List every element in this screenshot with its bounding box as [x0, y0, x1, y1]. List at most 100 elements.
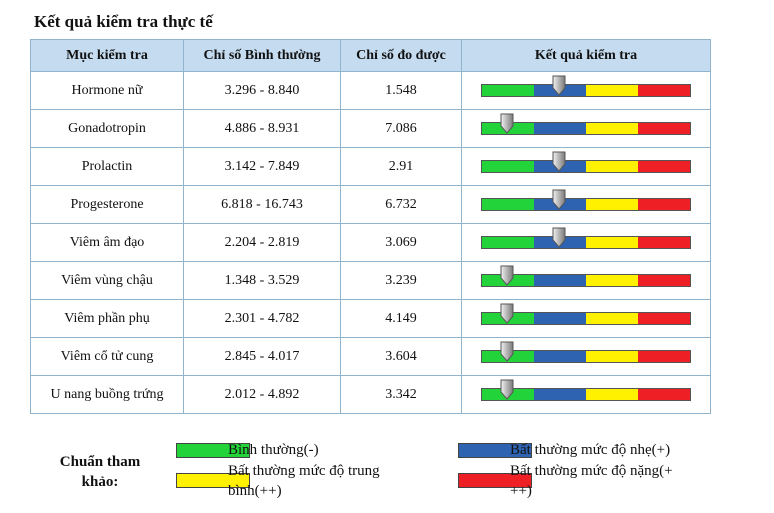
- legend-title: Chuẩn tham khảo:: [59, 454, 141, 490]
- pointer-marker-icon: [552, 189, 566, 210]
- scale-segment-yellow: [586, 388, 638, 400]
- result-scale-bar: [481, 303, 691, 326]
- legend-swatch-blue: [458, 443, 532, 458]
- result-scale-bar: [481, 113, 691, 136]
- header-normal-range: Chỉ số Bình thường: [183, 39, 341, 72]
- measured-value: 7.086: [340, 109, 462, 148]
- table-row: Viêm phần phụ 2.301 - 4.782 4.149: [30, 299, 711, 338]
- test-item-name: Viêm âm đạo: [30, 223, 184, 262]
- table-row: Progesterone 6.818 - 16.743 6.732: [30, 185, 711, 224]
- header-measured-value: Chỉ số đo được: [340, 39, 462, 72]
- scale-segment-green: [482, 198, 534, 210]
- result-scale-bar: [481, 151, 691, 174]
- legend-label-moderate: Bất thường mức độ trung bình(++): [228, 463, 380, 499]
- scale-segment-yellow: [586, 160, 638, 172]
- test-item-name: Gonadotropin: [30, 109, 184, 148]
- measured-value: 3.342: [340, 375, 462, 414]
- result-indicator-cell: [461, 71, 711, 110]
- result-indicator-cell: [461, 185, 711, 224]
- pointer-marker-icon: [552, 151, 566, 172]
- scale-segment-blue: [534, 388, 586, 400]
- normal-range: 6.818 - 16.743: [183, 185, 341, 224]
- result-scale-bar: [481, 379, 691, 402]
- scale-segment-green: [482, 236, 534, 248]
- measured-value: 1.548: [340, 71, 462, 110]
- pointer-marker-icon: [500, 379, 514, 400]
- scale-segment-yellow: [586, 350, 638, 362]
- result-scale-bar: [481, 75, 691, 98]
- pointer-marker-icon: [552, 75, 566, 96]
- legend: Chuẩn tham khảo: Bình thường(-) Bất thườ…: [0, 440, 774, 510]
- legend-label-mild: Bất thường mức độ nhẹ(+): [510, 442, 671, 458]
- table-row: Viêm âm đạo 2.204 - 2.819 3.069: [30, 223, 711, 262]
- result-indicator-cell: [461, 299, 711, 338]
- test-item-name: Viêm vùng chậu: [30, 261, 184, 300]
- result-scale-bar: [481, 227, 691, 250]
- pointer-marker-icon: [500, 303, 514, 324]
- header-test-item: Mục kiểm tra: [30, 39, 184, 72]
- result-scale-bar: [481, 189, 691, 212]
- normal-range: 3.142 - 7.849: [183, 147, 341, 186]
- measured-value: 2.91: [340, 147, 462, 186]
- result-indicator-cell: [461, 337, 711, 376]
- measured-value: 3.604: [340, 337, 462, 376]
- measured-value: 6.732: [340, 185, 462, 224]
- scale-segment-blue: [534, 350, 586, 362]
- scale-segment-red: [638, 388, 690, 400]
- scale-segment-yellow: [586, 84, 638, 96]
- scale-segment-red: [638, 122, 690, 134]
- scale-segment-red: [638, 274, 690, 286]
- table-row: Viêm cổ tử cung 2.845 - 4.017 3.604: [30, 337, 711, 376]
- scale-segment-yellow: [586, 198, 638, 210]
- scale-segment-blue: [534, 122, 586, 134]
- pointer-marker-icon: [552, 227, 566, 248]
- scale-segment-red: [638, 312, 690, 324]
- scale-segment-red: [638, 160, 690, 172]
- normal-range: 2.301 - 4.782: [183, 299, 341, 338]
- legend-swatch-green: [176, 443, 250, 458]
- test-item-name: Hormone nữ: [30, 71, 184, 110]
- scale-segment-red: [638, 350, 690, 362]
- normal-range: 1.348 - 3.529: [183, 261, 341, 300]
- scale-segment-yellow: [586, 236, 638, 248]
- scale-segment-yellow: [586, 122, 638, 134]
- legend-label-severe: Bất thường mức độ nặng(+ ++): [510, 463, 673, 499]
- pointer-marker-icon: [500, 113, 514, 134]
- normal-range: 4.886 - 8.931: [183, 109, 341, 148]
- result-indicator-cell: [461, 261, 711, 300]
- legend-swatch-red: [458, 473, 532, 488]
- table-row: Hormone nữ 3.296 - 8.840 1.548: [30, 71, 711, 110]
- test-item-name: Prolactin: [30, 147, 184, 186]
- page-title: Kết quả kiểm tra thực tế: [34, 12, 213, 31]
- pointer-marker-icon: [500, 341, 514, 362]
- pointer-marker-icon: [500, 265, 514, 286]
- legend-swatch-yellow: [176, 473, 250, 488]
- test-item-name: Viêm phần phụ: [30, 299, 184, 338]
- result-scale-bar: [481, 341, 691, 364]
- result-indicator-cell: [461, 223, 711, 262]
- normal-range: 2.845 - 4.017: [183, 337, 341, 376]
- measured-value: 3.069: [340, 223, 462, 262]
- test-item-name: Progesterone: [30, 185, 184, 224]
- normal-range: 2.012 - 4.892: [183, 375, 341, 414]
- result-indicator-cell: [461, 375, 711, 414]
- result-indicator-cell: [461, 147, 711, 186]
- table-row: U nang buồng trứng 2.012 - 4.892 3.342: [30, 375, 711, 414]
- test-item-name: U nang buồng trứng: [30, 375, 184, 414]
- scale-segment-green: [482, 84, 534, 96]
- table-row: Gonadotropin 4.886 - 8.931 7.086: [30, 109, 711, 148]
- scale-segment-blue: [534, 274, 586, 286]
- table-row: Prolactin 3.142 - 7.849 2.91: [30, 147, 711, 186]
- scale-segment-yellow: [586, 274, 638, 286]
- measured-value: 4.149: [340, 299, 462, 338]
- scale-segment-yellow: [586, 312, 638, 324]
- table-header-row: Mục kiểm tra Chỉ số Bình thường Chỉ số đ…: [30, 39, 711, 72]
- scale-segment-red: [638, 84, 690, 96]
- normal-range: 3.296 - 8.840: [183, 71, 341, 110]
- header-test-result: Kết quả kiểm tra: [461, 39, 711, 72]
- scale-segment-red: [638, 236, 690, 248]
- legend-label-normal: Bình thường(-): [228, 442, 319, 458]
- table-row: Viêm vùng chậu 1.348 - 3.529 3.239: [30, 261, 711, 300]
- scale-segment-green: [482, 160, 534, 172]
- test-item-name: Viêm cổ tử cung: [30, 337, 184, 376]
